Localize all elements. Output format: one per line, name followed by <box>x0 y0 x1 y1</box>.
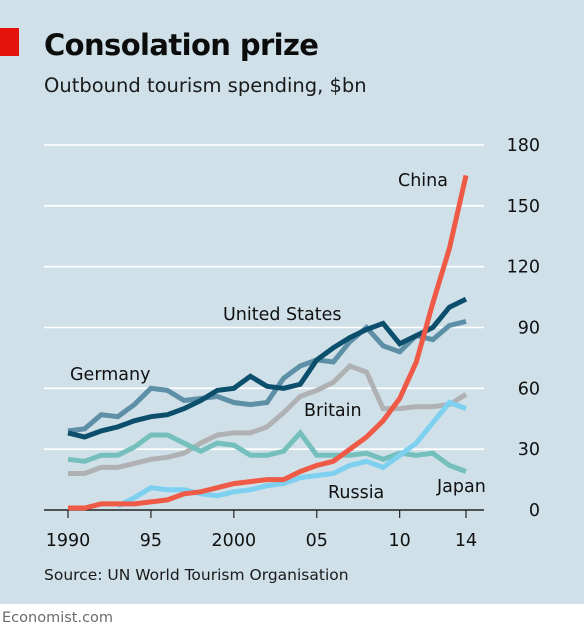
series-layer <box>67 174 469 511</box>
y-tick-label: 150 <box>507 197 540 217</box>
y-tick-label: 180 <box>507 136 540 156</box>
label-britain: Britain <box>304 401 362 421</box>
series-line-russia <box>116 399 467 509</box>
series-labels: Germany Britain Japan United States Russ… <box>70 171 486 503</box>
accent-tag <box>0 28 19 56</box>
label-japan: Japan <box>436 477 486 497</box>
series-line-china <box>68 174 469 511</box>
series-line-britain <box>68 363 468 476</box>
line-chart: 0 30 60 90 120 150 180 1990 95 2000 05 10 14 Germany… <box>44 136 540 551</box>
x-tick-label: 14 <box>455 531 477 551</box>
axis-ticks: 0 30 60 90 120 150 180 1990 95 2000 05 10 14 <box>46 136 540 551</box>
footer-credit: Economist.com <box>2 610 114 626</box>
y-tick-label: 30 <box>518 440 540 460</box>
series-line-united-states <box>67 296 468 440</box>
x-tick-label: 95 <box>140 531 162 551</box>
series-line-germany <box>67 318 467 434</box>
label-russia: Russia <box>328 483 384 503</box>
y-tick-label: 90 <box>518 319 540 339</box>
label-china: China <box>398 171 448 191</box>
y-tick-label: 60 <box>518 379 540 399</box>
x-tick-label: 1990 <box>46 531 91 551</box>
label-united-states: United States <box>223 305 342 325</box>
x-tick-label: 05 <box>306 531 328 551</box>
chart-title: Consolation prize <box>44 28 319 62</box>
x-tick-label: 2000 <box>212 531 257 551</box>
label-germany: Germany <box>70 365 150 385</box>
y-tick-label: 0 <box>529 501 540 521</box>
x-tick-label: 10 <box>389 531 411 551</box>
source-note: Source: UN World Tourism Organisation <box>44 566 349 584</box>
y-tick-label: 120 <box>507 258 540 278</box>
chart-subtitle: Outbound tourism spending, $bn <box>44 74 367 97</box>
